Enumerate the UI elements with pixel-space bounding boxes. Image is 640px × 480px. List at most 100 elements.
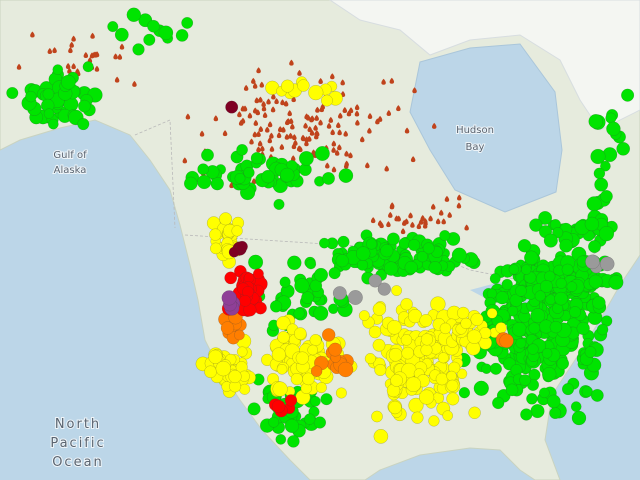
monitor-dot[interactable] <box>486 307 498 319</box>
monitor-dot[interactable] <box>284 418 300 434</box>
monitor-dot[interactable] <box>305 258 317 270</box>
monitor-dot[interactable] <box>529 218 543 232</box>
monitor-dot[interactable] <box>43 108 55 119</box>
monitor-dot[interactable] <box>408 238 421 252</box>
monitor-dot[interactable] <box>228 246 240 258</box>
monitor-dot[interactable] <box>315 382 327 394</box>
monitor-dot[interactable] <box>78 99 91 113</box>
monitor-dot[interactable] <box>608 274 624 290</box>
monitor-dot[interactable] <box>555 277 567 289</box>
monitor-dot[interactable] <box>269 300 283 313</box>
monitor-dot[interactable] <box>276 315 291 331</box>
monitor-dot[interactable] <box>539 279 553 294</box>
monitor-dot[interactable] <box>446 370 457 382</box>
monitor-dot[interactable] <box>571 410 587 426</box>
monitor-dot[interactable] <box>404 260 418 275</box>
monitor-dot[interactable] <box>576 321 590 336</box>
monitor-dot[interactable] <box>585 254 600 270</box>
monitor-dot[interactable] <box>442 410 454 422</box>
monitor-dot[interactable] <box>371 410 383 423</box>
monitor-dot[interactable] <box>561 383 575 396</box>
monitor-dot[interactable] <box>373 429 389 444</box>
monitor-dot[interactable] <box>554 291 568 306</box>
monitor-dot[interactable] <box>592 295 606 310</box>
monitor-dot[interactable] <box>520 408 533 421</box>
monitor-dot[interactable] <box>322 171 335 185</box>
monitor-dot[interactable] <box>570 401 582 412</box>
monitor-dot[interactable] <box>197 163 210 176</box>
monitor-dot[interactable] <box>515 285 527 297</box>
monitor-dot[interactable] <box>588 274 603 289</box>
monitor-dot[interactable] <box>224 271 238 285</box>
monitor-dot[interactable] <box>358 310 370 322</box>
monitor-dot[interactable] <box>209 228 222 241</box>
monitor-dot[interactable] <box>332 286 347 301</box>
monitor-dot[interactable] <box>126 7 142 23</box>
monitor-dot[interactable] <box>388 347 403 362</box>
monitor-dot[interactable] <box>287 435 300 448</box>
monitor-dot[interactable] <box>183 176 198 191</box>
monitor-dot[interactable] <box>268 416 280 428</box>
monitor-dot[interactable] <box>309 279 323 293</box>
monitor-dot[interactable] <box>287 255 302 271</box>
monitor-dot[interactable] <box>261 169 275 184</box>
monitor-dot[interactable] <box>388 400 402 415</box>
monitor-dot[interactable] <box>347 290 363 305</box>
monitor-dot[interactable] <box>158 25 174 41</box>
monitor-dot[interactable] <box>546 394 561 409</box>
monitor-dot[interactable] <box>277 331 290 344</box>
monitor-dot[interactable] <box>307 344 319 356</box>
monitor-dot[interactable] <box>400 297 413 311</box>
monitor-dot[interactable] <box>588 114 604 129</box>
monitor-dot[interactable] <box>505 383 519 397</box>
monitor-dot[interactable] <box>422 242 435 255</box>
monitor-dot[interactable] <box>272 381 288 397</box>
monitor-dot[interactable] <box>374 363 387 377</box>
monitor-dot[interactable] <box>335 254 349 268</box>
monitor-dot[interactable] <box>271 347 286 362</box>
monitor-dot[interactable] <box>210 177 224 191</box>
monitor-dot[interactable] <box>446 379 459 392</box>
monitor-dot[interactable] <box>308 84 324 101</box>
monitor-dot[interactable] <box>236 143 248 156</box>
monitor-dot[interactable] <box>499 333 514 349</box>
monitor-dot[interactable] <box>435 372 449 386</box>
monitor-dot[interactable] <box>391 285 403 297</box>
monitor-dot[interactable] <box>236 240 248 253</box>
monitor-dot[interactable] <box>338 168 354 183</box>
monitor-dot[interactable] <box>511 321 527 337</box>
monitor-dot[interactable] <box>586 196 602 212</box>
monitor-dot[interactable] <box>439 322 452 335</box>
monitor-dot[interactable] <box>368 325 382 339</box>
monitor-dot[interactable] <box>470 312 484 326</box>
monitor-dot[interactable] <box>584 346 597 358</box>
monitor-dot[interactable] <box>280 79 295 93</box>
monitor-dot[interactable] <box>181 16 194 29</box>
monitor-dot[interactable] <box>559 238 573 253</box>
monitor-dot[interactable] <box>538 210 553 225</box>
monitor-dot[interactable] <box>528 322 541 335</box>
monitor-dot[interactable] <box>566 281 578 293</box>
monitor-dot[interactable] <box>549 407 562 420</box>
monitor-dot[interactable] <box>82 61 94 73</box>
monitor-dot[interactable] <box>279 276 291 288</box>
monitor-dot[interactable] <box>517 238 532 253</box>
monitor-dot[interactable] <box>234 329 245 341</box>
monitor-dot[interactable] <box>430 296 446 312</box>
monitor-dot[interactable] <box>231 225 243 237</box>
monitor-dot[interactable] <box>25 90 37 103</box>
monitor-dot[interactable] <box>321 328 336 342</box>
monitor-dot[interactable] <box>273 198 285 210</box>
monitor-dot[interactable] <box>541 348 553 359</box>
monitor-dot[interactable] <box>271 399 286 414</box>
monitor-dot[interactable] <box>405 376 422 393</box>
monitor-dot[interactable] <box>456 368 468 380</box>
monitor-dot[interactable] <box>387 319 402 335</box>
monitor-dot[interactable] <box>446 392 460 406</box>
monitor-dot[interactable] <box>390 374 403 387</box>
monitor-dot[interactable] <box>600 160 611 172</box>
monitor-dot[interactable] <box>6 86 19 100</box>
monitor-dot[interactable] <box>276 363 288 375</box>
monitor-dot[interactable] <box>437 352 449 364</box>
monitor-dot[interactable] <box>372 302 387 316</box>
